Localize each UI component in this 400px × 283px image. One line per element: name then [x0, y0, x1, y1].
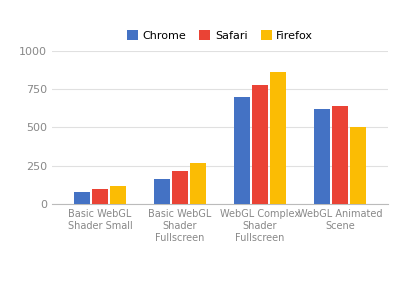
Bar	[110, 186, 126, 204]
Bar	[314, 109, 330, 204]
Bar	[172, 171, 188, 204]
Bar	[350, 127, 366, 204]
Bar	[234, 97, 250, 204]
Bar	[270, 72, 286, 204]
Bar	[252, 85, 268, 204]
Bar	[154, 179, 170, 204]
Bar	[332, 106, 348, 204]
Bar	[92, 189, 108, 204]
Legend: Chrome, Safari, Firefox: Chrome, Safari, Firefox	[122, 26, 318, 46]
Bar	[74, 192, 90, 204]
Bar	[190, 163, 206, 204]
